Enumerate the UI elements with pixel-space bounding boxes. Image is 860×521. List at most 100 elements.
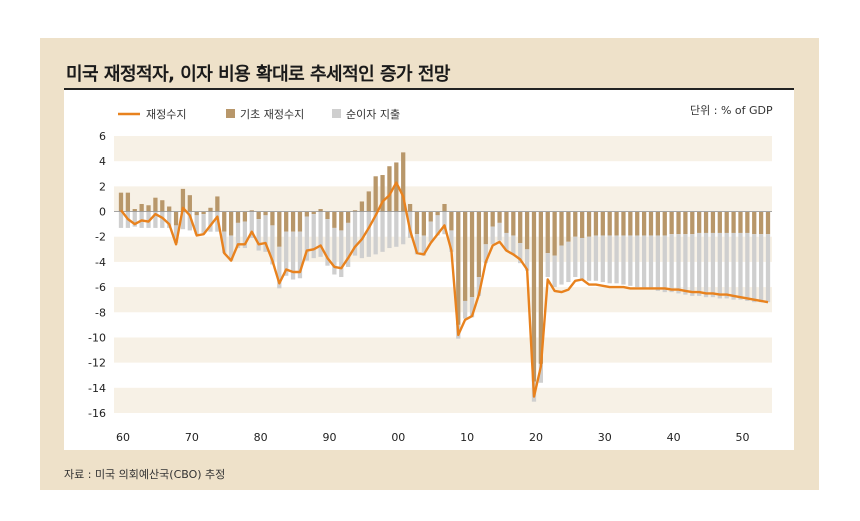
y-tick-label: -6 (95, 281, 106, 294)
bar-net-interest (669, 234, 674, 293)
bar-net-interest (738, 232, 743, 300)
bar-net-interest (435, 215, 440, 236)
bar-primary-balance (304, 211, 309, 217)
bar-net-interest (242, 221, 248, 249)
legend-swatch-primary (226, 109, 235, 118)
bar-net-interest (194, 215, 199, 235)
bar-primary-balance (235, 211, 241, 223)
bar-primary-balance (752, 211, 757, 235)
bar-net-interest (580, 237, 585, 280)
bar-net-interest (628, 235, 633, 286)
bar-net-interest (187, 211, 192, 231)
bar-net-interest (566, 241, 571, 283)
bar-primary-balance (401, 152, 406, 212)
bar-net-interest (311, 214, 316, 259)
legend-swatch-interest (332, 109, 341, 118)
bar-primary-balance (332, 211, 337, 228)
bar-net-interest (717, 232, 722, 299)
bar-net-interest (332, 227, 337, 275)
bar-net-interest (545, 253, 550, 278)
bar-primary-balance (387, 166, 392, 212)
bar-primary-balance (167, 206, 172, 212)
bar-primary-balance (580, 211, 585, 238)
bar-primary-balance (469, 211, 475, 298)
bar-primary-balance (139, 203, 144, 212)
bar-net-interest (697, 232, 702, 296)
bar-net-interest (414, 234, 420, 255)
grid-band (114, 287, 772, 313)
chart-title: 미국 재정적자, 이자 비용 확대로 추세적인 증가 전망 (66, 64, 450, 85)
bar-net-interest (765, 234, 771, 303)
bar-primary-balance (407, 203, 413, 212)
bar-primary-balance (270, 211, 275, 226)
bar-primary-balance (531, 211, 537, 382)
bar-net-interest (690, 234, 695, 296)
bar-primary-balance (284, 211, 289, 232)
y-tick-label: 0 (99, 206, 106, 219)
bar-net-interest (662, 235, 667, 293)
y-tick-label: -4 (95, 256, 106, 269)
bar-net-interest (235, 222, 241, 249)
bar-net-interest (703, 232, 709, 298)
legend-label-balance: 재정수지 (146, 108, 186, 121)
bar-primary-balance (524, 211, 530, 250)
bar-net-interest (504, 232, 509, 251)
bar-primary-balance (125, 192, 131, 212)
bar-primary-balance (635, 211, 640, 236)
bar-primary-balance (228, 211, 234, 236)
bar-net-interest (180, 211, 186, 230)
bar-primary-balance (118, 192, 124, 212)
bar-primary-balance (552, 211, 557, 256)
x-tick-label: 50 (735, 431, 749, 444)
bar-primary-balance (545, 211, 550, 254)
bar-primary-balance (600, 211, 605, 236)
bar-net-interest (256, 219, 261, 251)
bar-net-interest (208, 211, 213, 232)
bar-net-interest (724, 232, 729, 299)
bar-primary-balance (662, 211, 667, 236)
bar-primary-balance (511, 211, 516, 236)
bar-primary-balance (497, 211, 502, 223)
y-tick-label: 2 (99, 180, 106, 193)
bar-primary-balance (394, 162, 399, 212)
bar-primary-balance (352, 210, 358, 212)
bar-primary-balance (339, 211, 344, 231)
bar-primary-balance (153, 197, 158, 212)
bar-net-interest (373, 211, 378, 255)
bar-primary-balance (242, 211, 248, 222)
y-tick-label: -8 (95, 306, 106, 319)
bar-net-interest (463, 300, 468, 319)
bar-net-interest (621, 235, 626, 285)
bar-primary-balance (655, 211, 661, 236)
x-tick-label: 20 (529, 431, 543, 444)
bar-primary-balance (518, 211, 523, 244)
bar-net-interest (249, 211, 254, 238)
bar-net-interest (387, 211, 392, 249)
bar-net-interest (573, 236, 578, 278)
x-tick-label: 10 (460, 431, 474, 444)
grid-band (114, 387, 772, 413)
bar-net-interest (146, 211, 151, 228)
bar-primary-balance (621, 211, 626, 236)
bar-primary-balance (201, 211, 206, 215)
bar-primary-balance (566, 211, 571, 242)
y-tick-label: -14 (88, 382, 106, 395)
bar-net-interest (752, 234, 757, 303)
bar-primary-balance (683, 211, 688, 235)
bar-primary-balance (614, 211, 619, 236)
grid-band (114, 337, 772, 363)
bar-primary-balance (449, 211, 454, 231)
bar-primary-balance (146, 205, 151, 212)
bar-primary-balance (290, 211, 296, 232)
y-tick-label: -12 (88, 357, 106, 370)
bar-primary-balance (559, 211, 564, 246)
title-rule (64, 88, 794, 90)
bar-primary-balance (442, 203, 447, 212)
bar-net-interest (607, 235, 612, 284)
grid-band (114, 136, 772, 162)
bar-primary-balance (593, 211, 599, 236)
bar-net-interest (635, 235, 640, 288)
bar-net-interest (380, 211, 385, 252)
bar-primary-balance (538, 211, 543, 364)
